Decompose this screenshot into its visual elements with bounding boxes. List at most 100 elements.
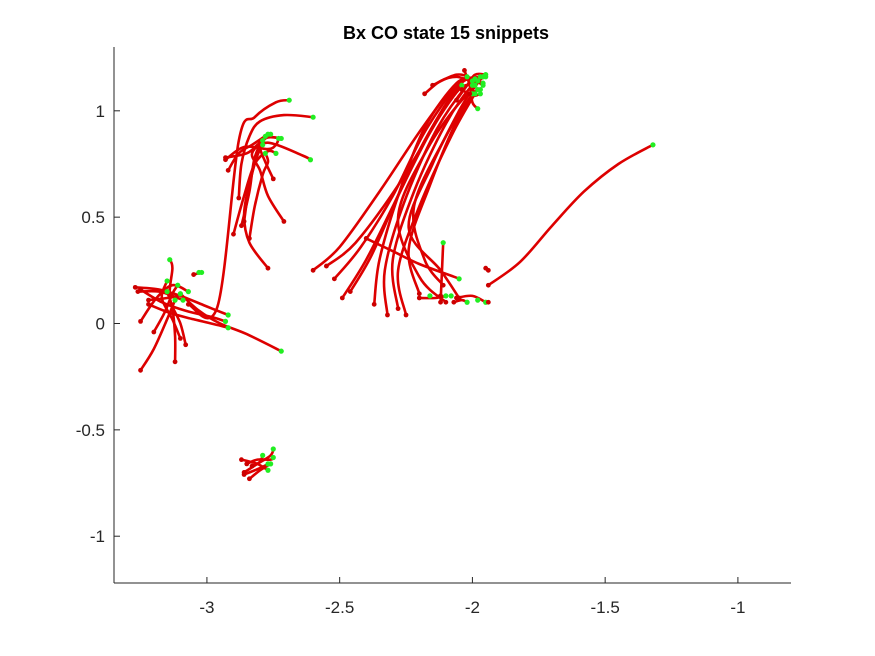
end-marker: [310, 267, 316, 273]
trajectory-line: [160, 279, 182, 340]
start-marker: [310, 114, 316, 120]
start-marker: [222, 318, 229, 324]
x-tick-label: -2: [465, 598, 480, 617]
start-marker: [472, 82, 478, 88]
start-marker: [260, 142, 266, 148]
x-tick-label: -2.5: [325, 598, 354, 617]
endpoint-markers: [132, 67, 656, 482]
start-marker: [177, 291, 183, 297]
start-marker: [164, 289, 170, 295]
start-marker: [276, 135, 282, 142]
start-marker: [307, 157, 314, 163]
end-marker: [239, 457, 244, 463]
x-tick-label: -1: [730, 598, 745, 617]
end-marker: [454, 97, 459, 103]
start-marker: [440, 240, 446, 246]
end-marker: [138, 367, 143, 373]
end-marker: [438, 293, 443, 299]
end-marker: [183, 342, 189, 348]
end-marker: [339, 295, 345, 301]
start-marker: [480, 74, 486, 80]
start-marker: [196, 269, 202, 276]
trajectory-line: [487, 143, 655, 287]
end-marker: [331, 276, 337, 282]
start-marker: [475, 78, 481, 84]
x-tick-label: -3: [199, 598, 214, 617]
y-tick-label: 0.5: [81, 208, 105, 227]
end-marker: [239, 223, 244, 229]
start-marker: [469, 78, 476, 84]
start-marker: [278, 348, 284, 354]
end-marker: [270, 176, 276, 182]
start-marker: [265, 461, 271, 467]
start-marker: [456, 276, 462, 282]
start-marker: [172, 297, 178, 303]
start-marker: [650, 142, 656, 148]
end-marker: [416, 291, 422, 297]
end-marker: [231, 231, 236, 237]
end-marker: [241, 472, 247, 477]
start-marker: [260, 452, 266, 458]
end-marker: [223, 155, 228, 161]
end-marker: [347, 289, 353, 295]
trajectory-line: [439, 241, 445, 304]
start-marker: [475, 297, 481, 303]
end-marker: [467, 91, 473, 97]
trajectory-line: [250, 141, 312, 223]
end-marker: [459, 87, 465, 92]
start-marker: [270, 446, 276, 452]
end-marker: [265, 265, 271, 271]
trajectory-line: [396, 88, 482, 304]
end-marker: [146, 297, 151, 303]
start-marker: [225, 325, 231, 331]
end-marker: [146, 301, 151, 307]
end-marker: [430, 82, 435, 88]
end-marker: [438, 299, 443, 305]
end-marker: [462, 67, 467, 73]
end-marker: [247, 236, 252, 241]
trajectory-line: [248, 152, 270, 240]
end-marker: [385, 312, 390, 318]
end-marker: [443, 299, 449, 305]
start-marker: [480, 82, 486, 88]
x-tick-label: -1.5: [591, 598, 620, 617]
trajectory-line: [325, 84, 464, 268]
end-marker: [485, 299, 491, 305]
chart-title: Bx CO state 15 snippets: [343, 23, 549, 43]
start-marker: [225, 312, 231, 318]
end-marker: [177, 335, 183, 341]
end-marker: [485, 267, 491, 273]
trajectory-line: [147, 303, 230, 330]
end-marker: [416, 295, 422, 301]
y-tick-label: -1: [90, 527, 105, 546]
start-marker: [185, 289, 191, 295]
end-marker: [172, 359, 178, 365]
start-marker: [164, 278, 170, 284]
end-marker: [363, 236, 369, 241]
end-marker: [241, 219, 247, 224]
start-marker: [286, 97, 292, 103]
start-marker: [265, 467, 271, 473]
end-marker: [185, 301, 191, 307]
trajectory-line: [179, 292, 283, 353]
end-marker: [485, 282, 491, 288]
start-marker: [443, 293, 449, 299]
trajectory-line: [224, 137, 280, 161]
start-marker: [260, 137, 266, 144]
end-marker: [371, 301, 377, 307]
y-tick-label: 1: [96, 102, 105, 121]
trajectory-line: [152, 283, 179, 334]
start-marker: [262, 150, 268, 156]
end-marker: [451, 299, 457, 305]
trajectory-line: [242, 143, 270, 270]
start-marker: [265, 131, 271, 137]
start-marker: [270, 454, 276, 461]
end-marker: [151, 329, 157, 335]
end-marker: [138, 318, 143, 324]
end-marker: [225, 167, 231, 173]
trajectory-line: [372, 77, 474, 306]
y-tick-label: 0: [96, 315, 105, 334]
start-marker: [475, 106, 481, 112]
